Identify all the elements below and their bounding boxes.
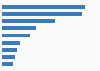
Bar bbox=[2, 62, 13, 66]
Bar bbox=[2, 41, 20, 45]
Bar bbox=[2, 55, 15, 59]
Bar bbox=[2, 5, 85, 9]
Bar bbox=[2, 26, 36, 30]
Bar bbox=[2, 48, 17, 52]
Bar bbox=[2, 19, 55, 23]
Bar bbox=[2, 12, 82, 16]
Bar bbox=[2, 34, 30, 37]
